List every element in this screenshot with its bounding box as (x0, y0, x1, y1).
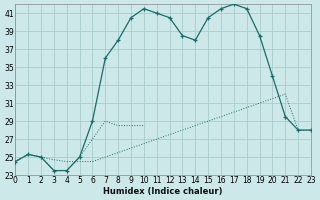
X-axis label: Humidex (Indice chaleur): Humidex (Indice chaleur) (103, 187, 223, 196)
